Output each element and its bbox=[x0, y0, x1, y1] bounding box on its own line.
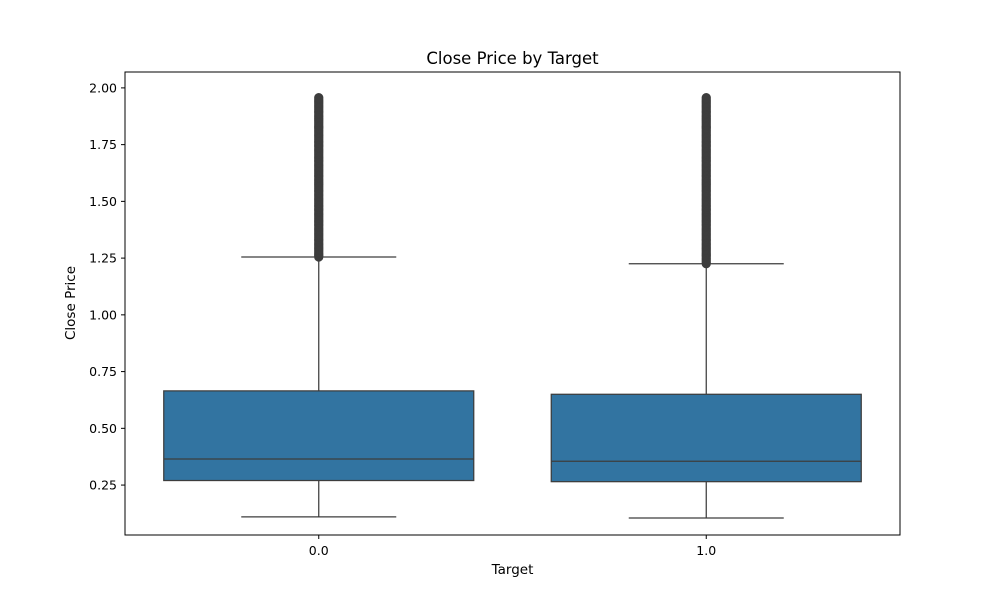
x-tick-label-1-0: 1.0 bbox=[696, 543, 716, 558]
box-0-0 bbox=[163, 390, 475, 482]
y-tick-label: 1.00 bbox=[89, 307, 117, 322]
y-tick-label: 0.50 bbox=[89, 421, 117, 436]
axes-frame bbox=[124, 71, 901, 536]
outlier-point-0-0 bbox=[314, 93, 324, 103]
y-axis-label: Close Price bbox=[63, 266, 79, 340]
plot-area: 0.0 1.0 0.25 0.50 0.75 1.00 1.25 1.50 1.75 2.00 bbox=[89, 71, 901, 558]
y-tick-label: 0.75 bbox=[89, 364, 117, 379]
x-axis-label: Target bbox=[491, 562, 534, 578]
box-1-0 bbox=[550, 393, 862, 483]
y-tick-label: 1.50 bbox=[89, 194, 117, 209]
y-tick-label: 0.25 bbox=[89, 478, 117, 493]
y-tick-label: 1.75 bbox=[89, 137, 117, 152]
outlier-point-1-0 bbox=[701, 93, 711, 103]
x-tick-label-0-0: 0.0 bbox=[309, 543, 329, 558]
chart-title: Close Price by Target bbox=[426, 49, 599, 68]
y-tick-label: 2.00 bbox=[89, 80, 117, 95]
y-tick-label: 1.25 bbox=[89, 251, 117, 266]
